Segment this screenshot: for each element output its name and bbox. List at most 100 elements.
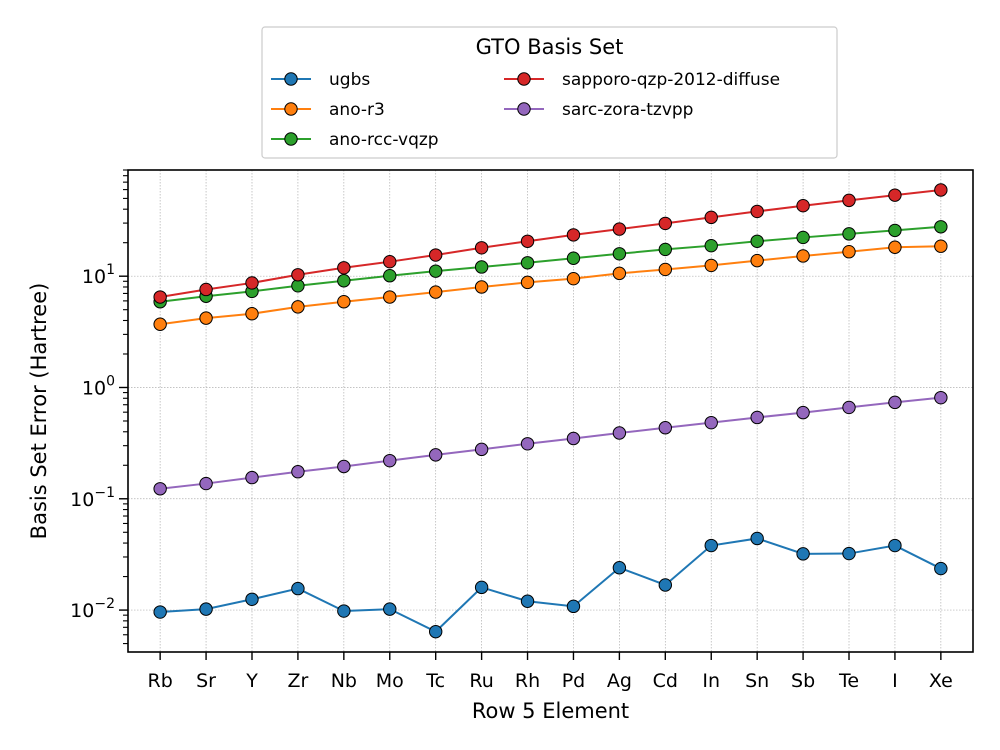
data-point bbox=[474, 241, 489, 255]
series-line bbox=[159, 189, 941, 299]
data-point bbox=[934, 561, 948, 576]
series-ano-r3 bbox=[153, 239, 948, 331]
data-point bbox=[704, 538, 718, 553]
series-ugbs bbox=[153, 531, 948, 639]
legend-swatch-marker bbox=[284, 132, 298, 146]
data-point bbox=[566, 431, 581, 446]
y-tick-base: 10 bbox=[70, 600, 94, 622]
series-layer bbox=[153, 183, 948, 639]
data-point bbox=[383, 602, 397, 616]
legend-title: GTO Basis Set bbox=[476, 35, 624, 59]
data-point bbox=[291, 300, 305, 314]
data-point bbox=[428, 264, 443, 278]
legend-box bbox=[261, 26, 838, 159]
legend-item-ano-rcc-vqzp: ano-rcc-vqzp bbox=[271, 130, 439, 150]
y-tick-label: 100 bbox=[82, 373, 115, 399]
data-point bbox=[704, 415, 718, 430]
data-point bbox=[566, 251, 581, 265]
data-point bbox=[796, 249, 810, 263]
data-point bbox=[474, 442, 489, 457]
data-point bbox=[750, 410, 764, 425]
data-point bbox=[888, 240, 902, 254]
x-tick-label: In bbox=[702, 670, 720, 692]
data-point bbox=[842, 546, 856, 561]
x-axis-label: Row 5 Element bbox=[472, 699, 629, 723]
data-point bbox=[750, 253, 764, 268]
data-point bbox=[428, 285, 443, 299]
x-tick-label: Sn bbox=[745, 670, 769, 692]
legend-swatch-marker bbox=[284, 102, 298, 116]
x-tick-label: Cd bbox=[653, 670, 678, 692]
data-point bbox=[153, 605, 167, 619]
x-tick-label: Rb bbox=[148, 670, 173, 692]
legend-label: ano-rcc-vqzp bbox=[329, 130, 439, 150]
data-point bbox=[199, 476, 213, 491]
x-tick-label: Sb bbox=[791, 670, 815, 692]
legend-item-ano-r3: ano-r3 bbox=[271, 100, 385, 120]
x-tick-label: Mo bbox=[376, 670, 404, 692]
data-point bbox=[337, 274, 351, 288]
data-point bbox=[842, 245, 856, 259]
x-tick-label: Sr bbox=[196, 670, 216, 692]
y-tick-label: 10−2 bbox=[70, 596, 115, 622]
data-point bbox=[796, 230, 810, 245]
legend-item-sapporo-qzp-2012-diffuse: sapporo-qzp-2012-diffuse bbox=[504, 70, 780, 90]
x-axis: Rb Sr Y Zr Nb Mo Tc Ru Rh Pd Ag Cd In Sn Sb Te I Xe bbox=[148, 652, 953, 692]
legend-item-ugbs: ugbs bbox=[271, 70, 370, 90]
data-point bbox=[658, 216, 673, 231]
x-tick-label: Pd bbox=[562, 670, 586, 692]
legend-label: sapporo-qzp-2012-diffuse bbox=[562, 70, 780, 90]
y-tick-base: 10 bbox=[82, 377, 106, 399]
data-point bbox=[612, 222, 627, 236]
y-tick-label: 101 bbox=[82, 262, 115, 288]
data-point bbox=[383, 254, 397, 269]
y-tick-exponent: 0 bbox=[106, 373, 115, 389]
data-point bbox=[750, 531, 764, 546]
y-tick-label: 10−1 bbox=[70, 485, 115, 511]
data-point bbox=[520, 594, 535, 608]
data-point bbox=[704, 210, 718, 225]
data-point bbox=[291, 465, 305, 479]
x-tick-label: Tc bbox=[425, 670, 445, 692]
y-tick-exponent: 1 bbox=[106, 262, 115, 278]
x-tick-label: Nb bbox=[331, 670, 357, 692]
data-point bbox=[337, 604, 351, 618]
data-point bbox=[842, 227, 856, 241]
legend-swatch-marker bbox=[517, 102, 531, 116]
data-point bbox=[291, 268, 305, 282]
data-point bbox=[750, 204, 764, 219]
data-point bbox=[383, 290, 397, 304]
x-tick-label: I bbox=[892, 670, 898, 692]
data-point bbox=[337, 261, 351, 275]
y-tick-exponent: −1 bbox=[94, 485, 115, 501]
x-tick-label: Zr bbox=[288, 670, 309, 692]
series-ano-rcc-vqzp bbox=[153, 220, 948, 309]
data-point bbox=[199, 602, 213, 616]
y-tick-base: 10 bbox=[70, 489, 94, 511]
data-point bbox=[658, 242, 673, 257]
data-point bbox=[934, 183, 948, 197]
data-point bbox=[750, 234, 764, 248]
data-point bbox=[842, 400, 856, 415]
series-sarc-zora-tzvpp bbox=[153, 390, 948, 496]
data-point bbox=[520, 256, 535, 270]
data-point bbox=[796, 547, 810, 561]
data-point bbox=[383, 453, 397, 468]
data-point bbox=[612, 426, 627, 440]
x-tick-label: Xe bbox=[929, 670, 953, 692]
y-tick-base: 10 bbox=[82, 266, 106, 288]
data-point bbox=[520, 234, 535, 248]
legend-swatch-marker bbox=[517, 72, 531, 86]
data-point bbox=[934, 390, 948, 405]
data-point bbox=[888, 223, 902, 238]
legend-label: ugbs bbox=[329, 70, 370, 90]
x-tick-label: Rh bbox=[515, 670, 540, 692]
data-point bbox=[934, 220, 948, 234]
data-point bbox=[658, 262, 673, 277]
legend-swatch-marker bbox=[284, 72, 298, 86]
data-point bbox=[474, 260, 489, 274]
data-point bbox=[566, 271, 581, 286]
data-point bbox=[842, 193, 856, 208]
data-point bbox=[153, 290, 167, 304]
